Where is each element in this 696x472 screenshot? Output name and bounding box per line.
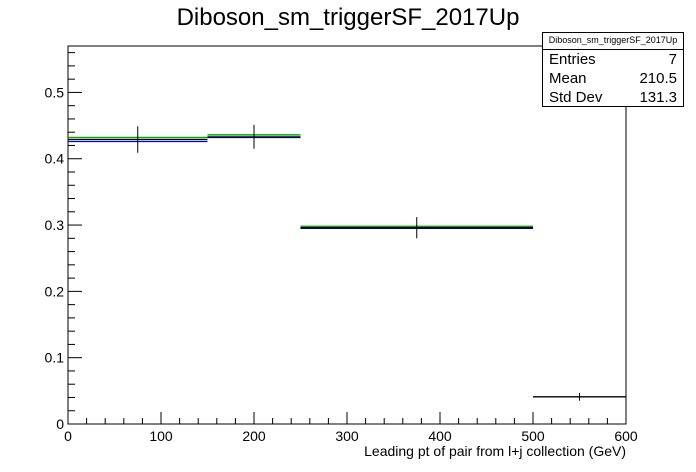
x-tick-label: 500 xyxy=(521,428,545,444)
stddev-value: 131.3 xyxy=(639,89,677,106)
entries-value: 7 xyxy=(668,51,677,68)
histogram-marks xyxy=(68,124,626,401)
x-tick-label: 0 xyxy=(64,428,72,444)
x-tick-label: 600 xyxy=(614,428,638,444)
stats-stddev-row: Std Dev 131.3 xyxy=(543,88,683,107)
y-tick-label: 0.3 xyxy=(45,217,65,233)
y-tick-label: 0.4 xyxy=(45,151,65,167)
y-tick-label: 0.5 xyxy=(45,84,65,100)
x-axis-label: Leading pt of pair from l+j collection (… xyxy=(364,443,626,459)
mean-label: Mean xyxy=(549,70,587,87)
y-tick-label: 0 xyxy=(56,416,64,432)
entries-label: Entries xyxy=(549,51,596,68)
x-tick-label: 400 xyxy=(428,428,452,444)
stats-box-title: Diboson_sm_triggerSF_2017Up xyxy=(543,33,683,50)
stats-mean-row: Mean 210.5 xyxy=(543,69,683,88)
x-tick-label: 200 xyxy=(242,428,266,444)
y-tick-label: 0.2 xyxy=(45,283,65,299)
axes: 0 100 200 300 400 500 600 0 0.1 0.2 0.3 0.4 0.5 xyxy=(45,45,638,444)
chart-title: Diboson_sm_triggerSF_2017Up xyxy=(176,4,520,31)
stats-entries-row: Entries 7 xyxy=(543,50,683,69)
stddev-label: Std Dev xyxy=(549,89,603,106)
mean-value: 210.5 xyxy=(639,70,677,87)
stats-box: Diboson_sm_triggerSF_2017Up Entries 7 Me… xyxy=(542,32,684,107)
x-tick-label: 100 xyxy=(149,428,173,444)
x-tick-label: 300 xyxy=(335,428,359,444)
y-tick-label: 0.1 xyxy=(45,350,65,366)
